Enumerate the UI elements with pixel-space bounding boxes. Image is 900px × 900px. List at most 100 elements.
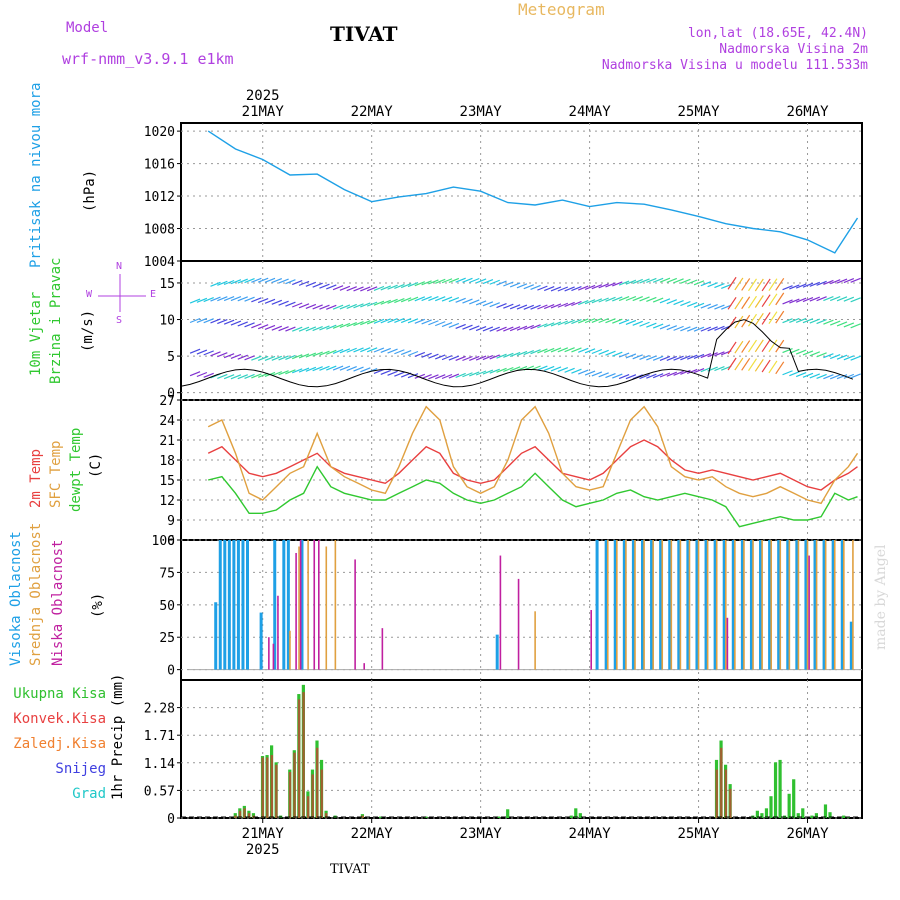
wind-arrow: [332, 323, 344, 329]
wind-arrow: [489, 279, 500, 285]
wind-arrow: [400, 350, 412, 356]
wind-arrow: [564, 301, 575, 307]
precip-bar-convective: [306, 796, 310, 818]
wind-arrow: [223, 295, 235, 302]
model-elevation-text: Nadmorska Visina u modelu 111.533m: [601, 58, 868, 73]
wind-arrow: [795, 349, 807, 355]
wind-arrow: [673, 355, 684, 361]
y-tick-label: 1.71: [144, 729, 175, 744]
wind-arrow: [605, 318, 616, 324]
wind-arrow: [428, 320, 439, 326]
wind-arrow: [754, 278, 764, 292]
wind-arrow: [353, 347, 364, 353]
wind-arrow: [469, 277, 480, 284]
wind-arrow: [482, 326, 494, 332]
wind-arrow: [285, 369, 296, 375]
wind-arrow: [523, 349, 534, 356]
wind-arrow: [346, 303, 357, 309]
wind-arrow: [700, 303, 712, 309]
wind-arrow: [646, 322, 657, 328]
wind-arrow: [448, 355, 460, 361]
wind-arrow: [475, 325, 487, 332]
wind-arrow: [496, 280, 507, 286]
x-day-label-top: 22MAY: [351, 104, 394, 120]
wind-arrow: [489, 326, 500, 332]
wind-arrow: [264, 324, 276, 331]
wind-arrow: [428, 295, 439, 302]
wind-arrow: [700, 326, 712, 332]
wind-arrow: [482, 355, 494, 361]
wind-arrow: [203, 318, 214, 324]
wind-arrow: [469, 355, 480, 361]
series-line-pritisak-na-nivou-mora: [207, 130, 859, 254]
wind-arrow: [496, 302, 507, 309]
y-tick-label: 0: [167, 387, 175, 402]
wind-arrow: [850, 297, 861, 303]
wind-arrow: [727, 341, 737, 355]
wind-arrow: [414, 296, 426, 302]
wind-arrow: [843, 296, 855, 302]
wind-arrow: [264, 355, 276, 362]
wind-arrow: [455, 323, 466, 329]
y-tick-label: 27: [159, 394, 175, 409]
x-day-label-bottom: 25MAY: [677, 826, 720, 842]
wind-arrow: [428, 279, 439, 285]
wind-arrow: [237, 296, 248, 302]
wind-arrow: [455, 277, 466, 283]
wind-arrow: [714, 283, 725, 289]
compass-south: S: [116, 315, 123, 326]
wind-arrow: [217, 296, 228, 302]
wind-arrow: [312, 366, 323, 372]
wind-arrow: [230, 320, 242, 326]
wind-arrow: [686, 326, 698, 332]
wind-arrow: [312, 304, 323, 310]
legend-snow: Snijeg: [55, 761, 106, 777]
wind-arrow: [618, 280, 630, 286]
wind-arrow: [557, 286, 569, 292]
wind-arrow: [332, 365, 344, 371]
wind-arrow: [666, 371, 678, 377]
wind-arrow: [448, 322, 460, 329]
wind-arrow: [659, 298, 671, 304]
wind-arrow: [748, 358, 757, 372]
wind-arrow: [455, 297, 466, 303]
wind-arrow: [366, 301, 378, 307]
wind-arrow: [482, 278, 494, 285]
x-day-label-top: 25MAY: [677, 104, 720, 120]
wind-arrow: [435, 354, 446, 360]
precip-bar-total: [497, 816, 501, 818]
wind-arrow: [407, 350, 419, 357]
wind-arrow: [339, 348, 351, 354]
precip-bar-convective: [316, 747, 319, 818]
wind-arrow: [543, 365, 555, 371]
x-day-label-bottom: 26MAY: [786, 826, 829, 842]
wind-arrow: [652, 355, 664, 361]
wind-arrow: [598, 349, 609, 355]
wind-arrow: [387, 298, 398, 304]
wind-arrow: [414, 281, 426, 287]
wind-arrow: [591, 371, 603, 377]
wind-arrow: [189, 348, 201, 354]
wind-arrow: [414, 351, 426, 357]
x-day-label-bottom: 21MAY: [242, 826, 285, 842]
precip-bar-convective: [325, 813, 328, 818]
wind-arrow: [543, 322, 555, 328]
wind-arrow: [298, 353, 310, 359]
wind-arrow: [190, 285, 200, 289]
wind-arrow: [768, 293, 778, 307]
wind-arrow: [475, 278, 487, 284]
wind-arrow: [516, 365, 528, 371]
y-tick-label: 15: [159, 474, 175, 489]
wind-arrow: [482, 369, 494, 375]
wind-arrow: [591, 317, 603, 324]
wind-arrow: [387, 348, 398, 354]
wind-speed-line: [180, 319, 854, 388]
wind-arrow: [605, 372, 616, 379]
wind-arrow: [455, 355, 466, 361]
wind-arrow: [305, 281, 317, 287]
wind-arrow: [557, 347, 569, 353]
wind-arrow: [407, 296, 419, 302]
wind-arrow: [823, 319, 834, 325]
wind-arrow: [571, 347, 582, 353]
wind-arrow: [251, 323, 262, 329]
